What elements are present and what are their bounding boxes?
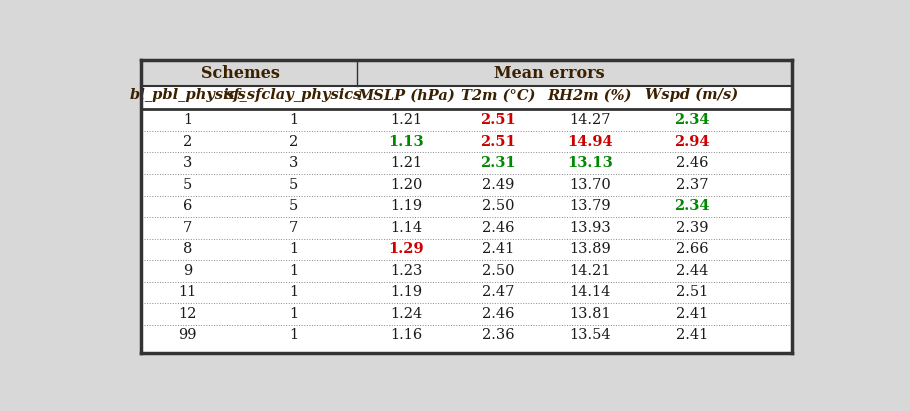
Text: 2.51: 2.51 bbox=[676, 285, 708, 299]
Text: 2.51: 2.51 bbox=[480, 113, 516, 127]
Text: 13.13: 13.13 bbox=[567, 156, 612, 170]
Text: 2.46: 2.46 bbox=[482, 307, 514, 321]
Text: 1.21: 1.21 bbox=[390, 113, 422, 127]
Text: 13.89: 13.89 bbox=[569, 242, 611, 256]
Text: 13.79: 13.79 bbox=[569, 199, 611, 213]
Text: 1.19: 1.19 bbox=[390, 285, 422, 299]
Text: 1.13: 1.13 bbox=[389, 135, 424, 149]
Text: 2.94: 2.94 bbox=[674, 135, 710, 149]
Text: 2.41: 2.41 bbox=[676, 328, 708, 342]
Text: 7: 7 bbox=[289, 221, 298, 235]
Text: 2.37: 2.37 bbox=[676, 178, 708, 192]
Text: 1: 1 bbox=[289, 113, 298, 127]
Text: 13.70: 13.70 bbox=[569, 178, 611, 192]
Text: 2.31: 2.31 bbox=[480, 156, 516, 170]
Text: 7: 7 bbox=[183, 221, 192, 235]
Text: 1.19: 1.19 bbox=[390, 199, 422, 213]
Text: 2.49: 2.49 bbox=[482, 178, 514, 192]
Text: Wspd (m/s): Wspd (m/s) bbox=[645, 88, 739, 102]
Text: 5: 5 bbox=[289, 178, 298, 192]
Text: RH2m (%): RH2m (%) bbox=[548, 88, 632, 102]
Text: 3: 3 bbox=[288, 156, 298, 170]
Text: 13.93: 13.93 bbox=[569, 221, 611, 235]
Text: 1.21: 1.21 bbox=[390, 156, 422, 170]
Text: 14.94: 14.94 bbox=[567, 135, 612, 149]
Text: 2.41: 2.41 bbox=[482, 242, 514, 256]
Text: 2.39: 2.39 bbox=[676, 221, 708, 235]
Text: 2.36: 2.36 bbox=[481, 328, 514, 342]
Text: 1: 1 bbox=[289, 328, 298, 342]
Text: 2.66: 2.66 bbox=[676, 242, 708, 256]
Text: 11: 11 bbox=[178, 285, 197, 299]
Text: 99: 99 bbox=[178, 328, 197, 342]
Text: 1: 1 bbox=[289, 307, 298, 321]
Text: 12: 12 bbox=[178, 307, 197, 321]
Text: 14.14: 14.14 bbox=[569, 285, 611, 299]
Text: 2.34: 2.34 bbox=[674, 199, 710, 213]
Text: 8: 8 bbox=[183, 242, 193, 256]
Text: 1.14: 1.14 bbox=[390, 221, 422, 235]
Text: 2: 2 bbox=[183, 135, 192, 149]
Text: 1: 1 bbox=[289, 285, 298, 299]
Text: T2m (°C): T2m (°C) bbox=[461, 88, 535, 102]
Text: 1.29: 1.29 bbox=[389, 242, 424, 256]
Text: 2.46: 2.46 bbox=[676, 156, 708, 170]
Text: 2.50: 2.50 bbox=[482, 199, 514, 213]
Text: sf_sfclay_physics: sf_sfclay_physics bbox=[226, 88, 362, 102]
Text: 1: 1 bbox=[289, 242, 298, 256]
Text: 9: 9 bbox=[183, 264, 192, 278]
Text: 6: 6 bbox=[183, 199, 193, 213]
Text: 14.27: 14.27 bbox=[569, 113, 611, 127]
Text: 1.16: 1.16 bbox=[390, 328, 422, 342]
Text: 2.51: 2.51 bbox=[480, 135, 516, 149]
Text: 2.41: 2.41 bbox=[676, 307, 708, 321]
Text: 5: 5 bbox=[183, 178, 192, 192]
Text: MSLP (hPa): MSLP (hPa) bbox=[358, 88, 455, 102]
Text: 1: 1 bbox=[183, 113, 192, 127]
Text: 2.47: 2.47 bbox=[482, 285, 514, 299]
Text: 1.23: 1.23 bbox=[390, 264, 422, 278]
Text: 13.54: 13.54 bbox=[569, 328, 611, 342]
Text: 2.46: 2.46 bbox=[482, 221, 514, 235]
Text: 5: 5 bbox=[289, 199, 298, 213]
Text: bl_pbl_physics: bl_pbl_physics bbox=[129, 88, 247, 102]
Text: 1: 1 bbox=[289, 264, 298, 278]
Text: 2: 2 bbox=[289, 135, 298, 149]
Text: 2.44: 2.44 bbox=[676, 264, 708, 278]
Text: 2.34: 2.34 bbox=[674, 113, 710, 127]
Text: 13.81: 13.81 bbox=[569, 307, 611, 321]
Text: 1.20: 1.20 bbox=[390, 178, 422, 192]
Text: Mean errors: Mean errors bbox=[494, 65, 604, 81]
Text: Schemes: Schemes bbox=[201, 65, 280, 81]
Text: 3: 3 bbox=[183, 156, 193, 170]
Text: 1.24: 1.24 bbox=[390, 307, 422, 321]
Text: 2.50: 2.50 bbox=[482, 264, 514, 278]
Text: 14.21: 14.21 bbox=[569, 264, 611, 278]
